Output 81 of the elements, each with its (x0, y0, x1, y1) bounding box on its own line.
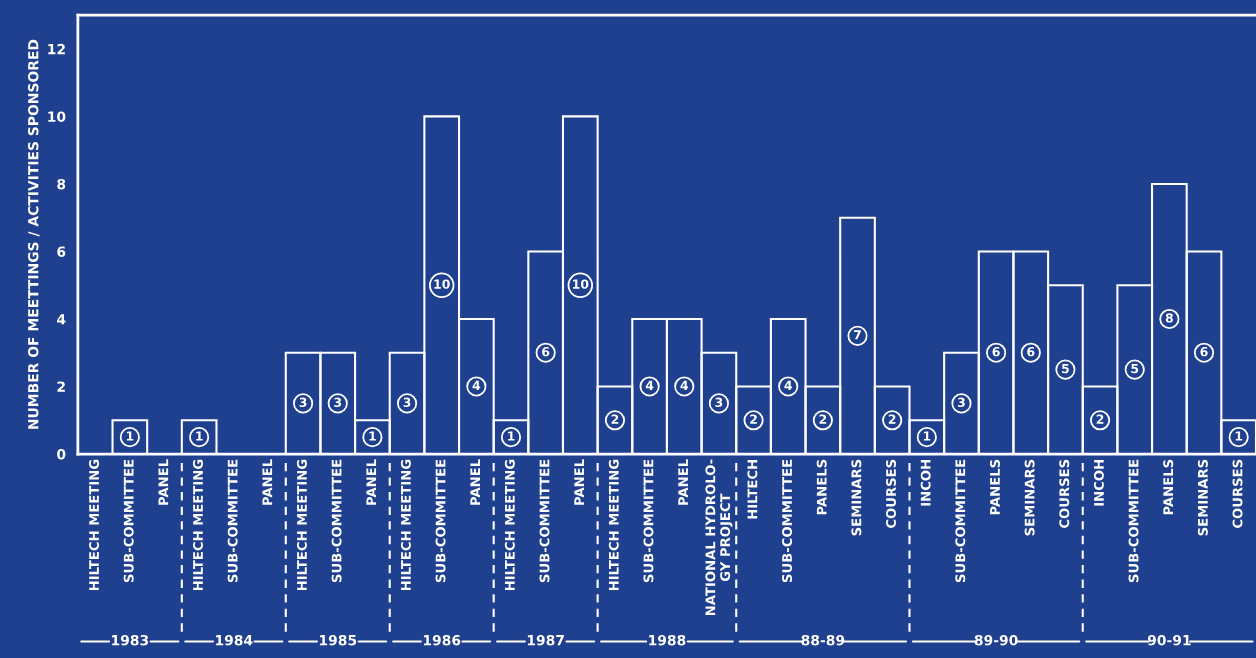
data-label: 1 (923, 431, 931, 441)
data-label: 3 (403, 397, 411, 408)
text: 89-90 (974, 634, 1018, 646)
data-label: 1 (1235, 431, 1243, 441)
data-label: 2 (611, 414, 619, 424)
data-label: 10 (573, 279, 589, 289)
x-tick-label: SUB-COMMITTEE (123, 459, 134, 583)
data-label: 5 (1062, 363, 1069, 374)
data-label: 3 (715, 397, 723, 408)
x-tick-label: INCOH (1093, 460, 1104, 506)
x-tick-label: COURSES (886, 459, 896, 529)
y-tick-label: 6 (57, 246, 66, 257)
text: 1988 (649, 634, 686, 646)
x-tick-label: PANEL (470, 459, 480, 505)
y-axis-title: NUMBER OF MEETTINGS / ACTIVITIES SPONSORED (27, 39, 40, 429)
text: 1984 (216, 634, 253, 646)
x-tick-label: SUB-COMMITTEE (331, 459, 342, 583)
x-tick-label: HILTECH MEETING (504, 459, 515, 591)
data-label: 2 (819, 414, 827, 424)
data-label: 4 (784, 380, 792, 390)
x-tick-label: PANEL (262, 459, 273, 505)
y-tick-label: 4 (57, 314, 66, 325)
text: 1987 (527, 634, 564, 646)
data-label: 2 (1096, 414, 1104, 424)
x-tick-label: HILTECH MEETING (193, 459, 203, 591)
data-label: 6 (1027, 346, 1035, 357)
x-tick-label: PANELS (1163, 459, 1174, 515)
x-tick-label: SUB-COMMITTEE (955, 459, 966, 583)
data-label: 4 (645, 380, 654, 390)
data-label: 6 (542, 346, 550, 357)
x-tick-label: INCOH (920, 460, 931, 506)
data-label: 2 (750, 414, 757, 424)
x-tick-label: PANEL (678, 459, 688, 505)
data-label: 6 (1200, 346, 1208, 357)
x-tick-label: SUB-COMMITTEE (435, 459, 446, 583)
x-tick-label: PANEL (574, 459, 584, 505)
data-label: 3 (299, 397, 307, 408)
y-tick-label: 8 (57, 178, 66, 190)
x-tick-label: HILTECH MEETING (89, 459, 100, 591)
text: 88-89 (801, 634, 845, 646)
data-label: 3 (957, 397, 965, 408)
text: 90-91 (1147, 634, 1191, 646)
y-tick-label: 2 (57, 381, 65, 392)
data-label: 4 (680, 380, 689, 390)
data-label: 6 (992, 346, 1000, 357)
data-label: 1 (369, 431, 376, 441)
x-tick-label: SUB-COMMITTEE (539, 459, 550, 583)
x-tick-label: PANEL (158, 459, 169, 505)
x-tick-label: HILTECH (747, 460, 758, 519)
x-tick-label: SEMINARS (1197, 459, 1208, 536)
x-tick-label: COURSES (1059, 459, 1070, 529)
x-tick-label: HILTECH MEETING (400, 459, 411, 591)
x-tick-label: SUB-COMMITTEE (1128, 459, 1139, 583)
data-label: 7 (854, 330, 861, 340)
x-tick-label: PANEL (366, 459, 377, 505)
data-label: 3 (334, 397, 342, 408)
data-label: 1 (126, 431, 134, 441)
x-tick-label: HILTECH MEETING (608, 459, 619, 591)
x-tick-label: SUB-COMMITTEE (227, 459, 238, 583)
data-label: 4 (472, 380, 481, 390)
x-tick-label: PANELS (989, 459, 1000, 515)
data-label: 1 (196, 431, 203, 441)
data-label: 10 (434, 279, 450, 289)
y-tick-label: 0 (57, 448, 66, 460)
x-tick-label: PANELS (816, 459, 827, 515)
text: 1985 (319, 634, 357, 646)
x-tick-label: SUB-COMMITTEE (643, 459, 654, 583)
y-tick-label: 10 (48, 111, 66, 122)
y-tick-label: 12 (48, 43, 65, 55)
data-label: 5 (1131, 363, 1139, 374)
data-label: 1 (508, 431, 515, 441)
x-tick-label: COURSES (1232, 459, 1243, 529)
data-label: 2 (888, 414, 896, 424)
data-label: 8 (1165, 313, 1173, 323)
x-tick-label: SUB-COMMITTEE (782, 459, 793, 583)
text: 1983 (112, 634, 149, 646)
x-tick-label: SEMINARS (1024, 459, 1035, 536)
x-tick-label: SEMINARS (851, 459, 862, 536)
x-tick-label: NATIONAL HYDROLO- GY PROJECT (705, 459, 733, 616)
text: 1986 (423, 634, 461, 646)
x-tick-label: HILTECH MEETING (296, 459, 307, 591)
